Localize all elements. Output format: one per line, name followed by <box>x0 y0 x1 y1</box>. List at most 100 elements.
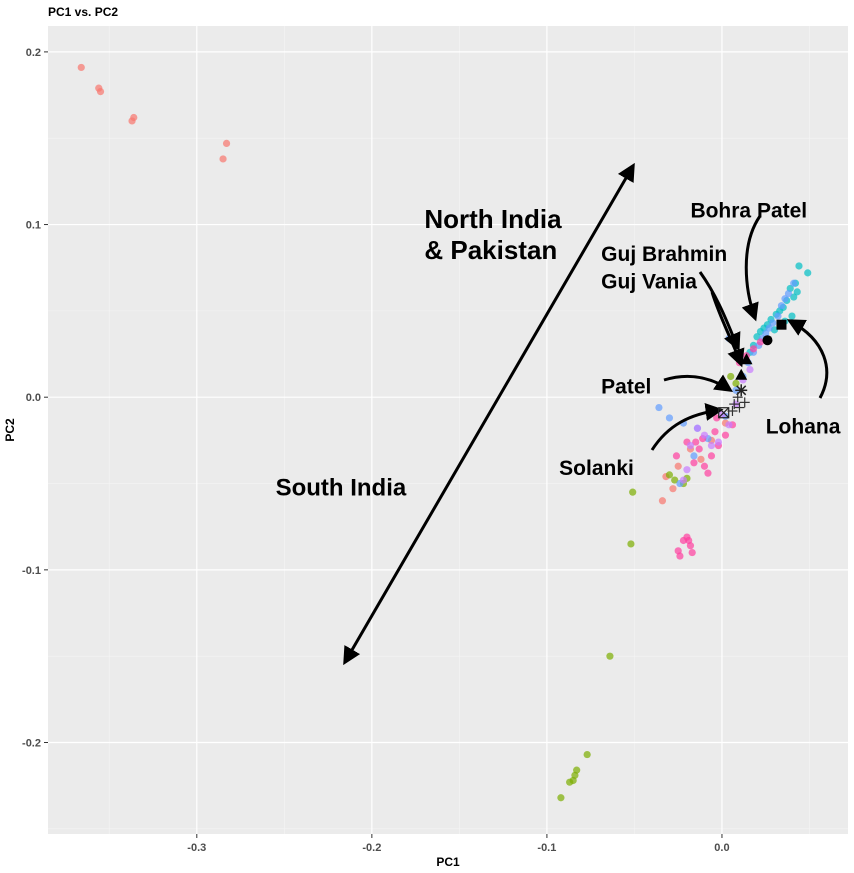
data-point <box>583 750 591 759</box>
data-point <box>790 293 798 301</box>
y-tick-label: 0.1 <box>26 220 41 232</box>
annotation-label: Patel <box>601 376 651 399</box>
annotation-label: Solanki <box>559 457 634 480</box>
data-point <box>566 778 574 786</box>
data-point <box>658 497 667 505</box>
data-point <box>804 269 812 277</box>
x-axis-ticks: -0.3 -0.2 -0.1 0.0 <box>187 834 730 854</box>
annotation-arrows <box>343 162 829 666</box>
y-tick-label: -0.2 <box>22 737 41 749</box>
boxed-x-line <box>718 407 730 419</box>
data-point <box>793 288 801 296</box>
data-point <box>749 345 758 353</box>
y-tick-label: 0.2 <box>26 47 41 59</box>
annotation-label: Bohra Patel <box>690 200 807 223</box>
data-point <box>707 452 716 460</box>
data-point <box>665 414 674 422</box>
annotation-arrow <box>741 215 762 322</box>
y-tick-label: 0.0 <box>26 392 41 404</box>
data-point <box>714 438 723 446</box>
data-point <box>700 431 709 439</box>
data-point <box>784 290 793 298</box>
annotation-label: North India <box>424 204 562 234</box>
data-point <box>693 424 702 432</box>
marker-guj-vania <box>735 368 748 380</box>
data-point <box>674 462 682 470</box>
annotation-label: Guj Vania <box>601 270 697 293</box>
marker-solanki <box>718 407 730 419</box>
data-point <box>769 319 777 327</box>
chart-title: PC1 vs. PC2 <box>48 5 118 19</box>
data-point <box>690 452 698 460</box>
data-point <box>756 338 765 346</box>
population-markers <box>718 319 787 419</box>
data-point <box>704 469 712 477</box>
annotation-arrow <box>786 319 829 399</box>
data-point <box>690 459 698 467</box>
data-point <box>688 548 696 557</box>
data-point <box>788 312 796 320</box>
data-point <box>727 372 735 381</box>
data-point <box>697 455 705 463</box>
y-axis-ticks: 0.2 0.1 0.0 -0.1 -0.2 <box>22 47 48 749</box>
annotation-label: & Pakistan <box>424 235 557 265</box>
data-point <box>732 379 740 387</box>
annotation-label: Lohana <box>766 415 841 438</box>
data-point <box>629 488 637 496</box>
data-point <box>721 431 730 439</box>
data-point <box>665 471 674 479</box>
boxed-x-box <box>718 407 730 419</box>
data-point <box>128 117 136 125</box>
data-point <box>679 536 688 545</box>
marker-patel <box>735 384 748 397</box>
x-tick-label: -0.3 <box>187 842 206 854</box>
cluster-star <box>732 392 743 403</box>
data-point <box>695 445 703 453</box>
annotation-arrow <box>343 162 635 666</box>
marker-bohra-patel <box>762 335 773 346</box>
x-tick-label: -0.2 <box>362 842 381 854</box>
data-point <box>557 794 565 802</box>
data-point <box>790 279 798 287</box>
data-point <box>707 441 716 450</box>
data-point <box>700 462 709 470</box>
data-point <box>781 295 789 303</box>
data-point <box>765 324 773 332</box>
data-point <box>672 452 681 460</box>
data-point <box>96 88 105 96</box>
cluster-star <box>727 406 738 417</box>
data-point <box>606 652 614 660</box>
cluster-star <box>734 402 745 413</box>
cluster-star <box>739 397 750 408</box>
data-point <box>671 476 679 484</box>
data-point <box>222 139 231 148</box>
data-point <box>686 542 695 550</box>
annotation-labels: North India& Pakistan South India Bohra Pa… <box>276 200 841 502</box>
data-point <box>683 466 691 474</box>
annotation-label: South India <box>276 475 407 502</box>
x-tick-label: -0.1 <box>537 842 556 854</box>
x-tick-label: 0.0 <box>714 842 729 854</box>
y-axis-label: PC2 <box>3 418 17 442</box>
data-point <box>692 438 700 446</box>
data-point <box>676 552 684 560</box>
marker-lohana <box>776 319 787 330</box>
data-point <box>655 403 663 412</box>
marker-guj-brahmin <box>740 353 753 365</box>
data-point <box>746 365 754 374</box>
annotation-arrow <box>710 291 745 368</box>
data-point <box>627 540 635 548</box>
plot-panel <box>48 26 848 834</box>
data-point <box>711 428 719 436</box>
annotation-arrow <box>698 271 741 352</box>
data-point <box>679 476 688 484</box>
annotation-arrow <box>663 374 733 392</box>
data-point <box>777 302 786 310</box>
y-tick-label: -0.1 <box>22 565 41 577</box>
x-axis-label: PC1 <box>436 855 460 869</box>
data-point <box>669 485 677 493</box>
annotation-label: Guj Brahmin <box>601 243 727 266</box>
cluster-star <box>729 399 740 410</box>
data-point <box>219 155 227 163</box>
